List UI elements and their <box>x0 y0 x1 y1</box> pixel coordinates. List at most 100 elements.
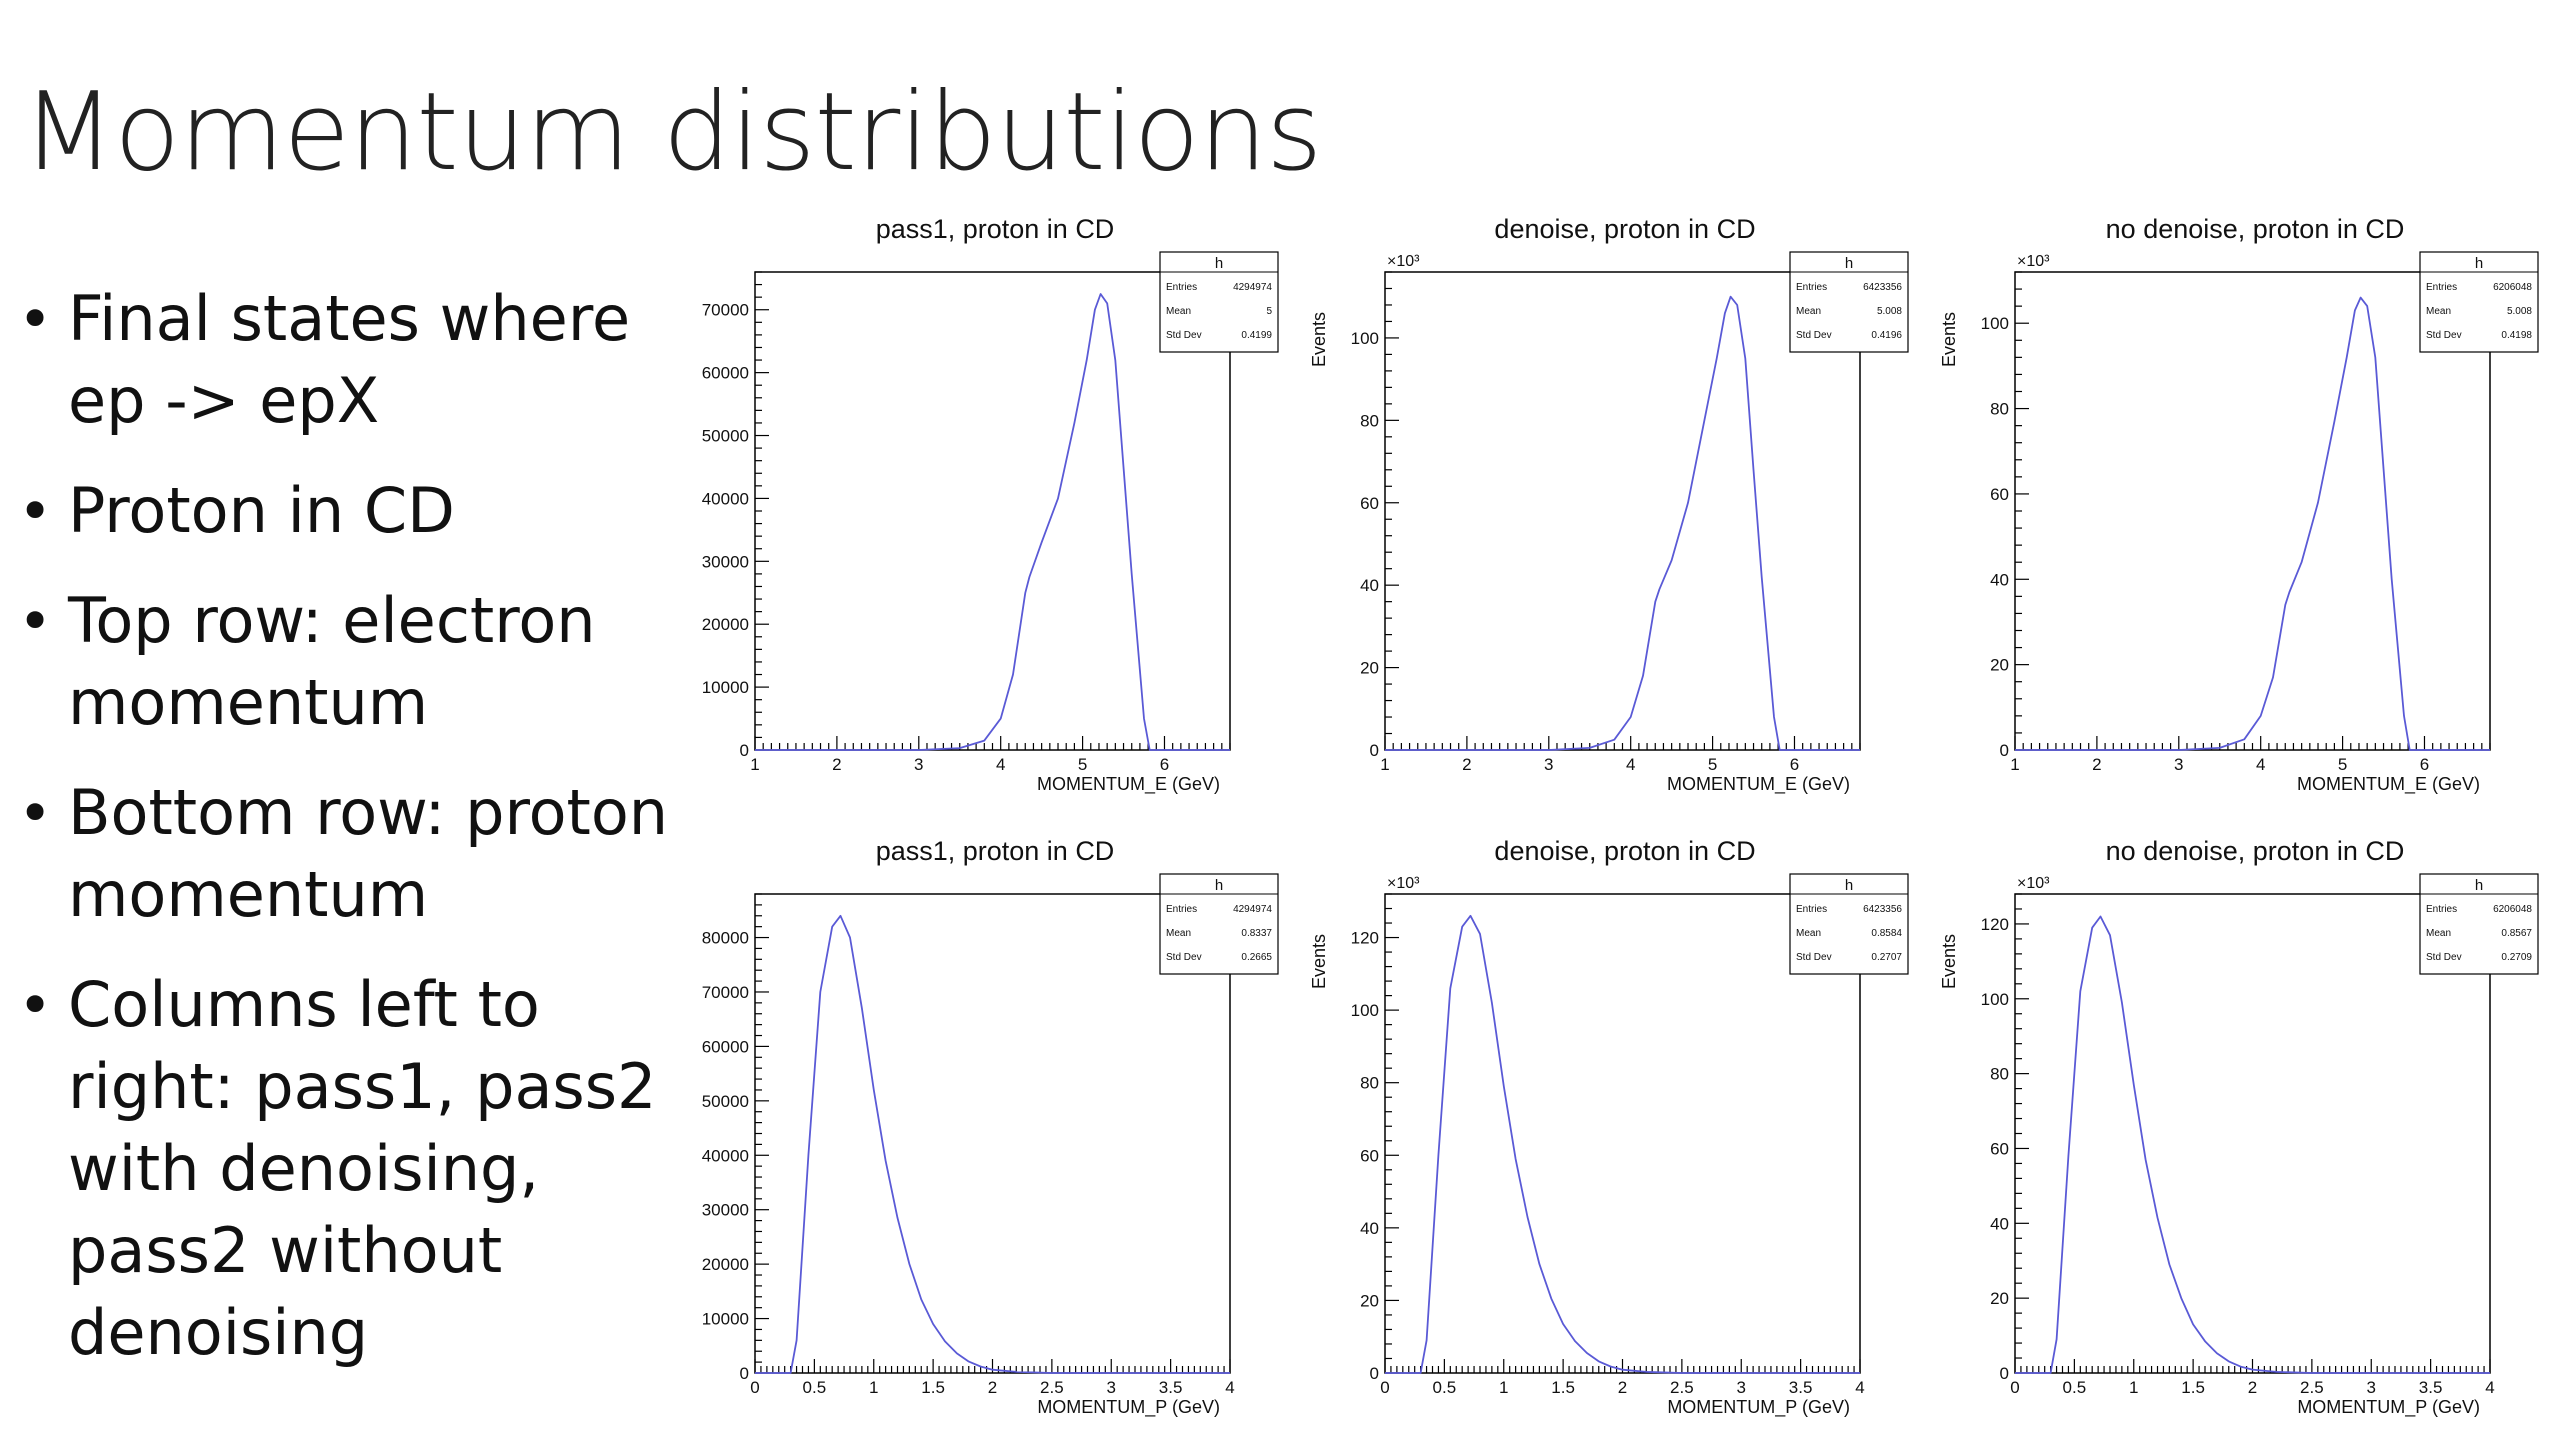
y-tick-label: 100 <box>1351 329 1379 348</box>
x-tick-label: 2 <box>2248 1378 2257 1397</box>
stats-name: h <box>1215 255 1223 272</box>
stats-box <box>1789 873 1909 975</box>
y-tick-label: 80000 <box>702 929 749 948</box>
x-tick-label: 3 <box>2367 1378 2376 1397</box>
x-tick-label: 4 <box>1626 755 1635 774</box>
x-tick-label: 2 <box>832 755 841 774</box>
x-tick-label: 2.5 <box>1040 1378 1064 1397</box>
histogram-curve <box>1385 295 1860 751</box>
y-tick-label: 0 <box>740 741 749 760</box>
y-tick-label: 50000 <box>702 1092 749 1111</box>
x-tick-label: 1 <box>1380 755 1389 774</box>
stats-name: h <box>1215 877 1223 894</box>
y-tick-label: 60 <box>1360 1146 1379 1165</box>
y-tick-label: 40 <box>1990 1214 2009 1233</box>
y-tick-label: 100 <box>1981 990 2009 1009</box>
x-tick-label: 1 <box>1499 1378 1508 1397</box>
x-tick-label: 6 <box>2420 755 2429 774</box>
histogram-curve <box>755 914 1230 1374</box>
y-tick-label: 120 <box>1351 929 1379 948</box>
bullet-list: Final states where ep -> epX Proton in C… <box>18 278 678 1402</box>
y-tick-label: 20 <box>1990 1289 2009 1308</box>
x-tick-label: 3 <box>1107 1378 1116 1397</box>
x-tick-label: 2 <box>988 1378 997 1397</box>
y-tick-label: 40000 <box>702 1146 749 1165</box>
y-tick-label: 20 <box>1360 1291 1379 1310</box>
y-tick-label: 20 <box>1990 656 2009 675</box>
x-tick-label: 0.5 <box>803 1378 827 1397</box>
plot-title: no denoise, proton in CD <box>2105 214 2405 244</box>
x-tick-label: 4 <box>1855 1378 1864 1397</box>
stats-name: h <box>1845 255 1853 272</box>
plot-frame <box>754 271 1231 751</box>
stats-label: Mean <box>2426 928 2451 939</box>
x-tick-label: 0 <box>750 1378 759 1397</box>
stats-value: 0.4196 <box>1871 330 1902 341</box>
x-tick-label: 0.5 <box>1433 1378 1457 1397</box>
stats-label: Mean <box>1796 306 1821 317</box>
x-tick-label: 0 <box>1380 1378 1389 1397</box>
stats-name: h <box>2475 877 2483 894</box>
y-tick-label: 40 <box>1360 576 1379 595</box>
stats-label: Entries <box>1796 282 1827 293</box>
stats-value: 5.008 <box>2507 306 2532 317</box>
x-axis-title: MOMENTUM_E (GeV) <box>2297 774 2480 795</box>
y-tick-label: 80 <box>1360 411 1379 430</box>
y-tick-label: 60 <box>1360 494 1379 513</box>
stats-label: Entries <box>1166 904 1197 915</box>
histogram-curve <box>755 293 1230 751</box>
stats-value: 5 <box>1266 306 1272 317</box>
stats-name: h <box>1845 877 1853 894</box>
x-tick-label: 0.5 <box>2063 1378 2087 1397</box>
y-axis-title: Events <box>1309 934 1329 989</box>
bullet-item: Bottom row: proton momentum <box>18 772 678 936</box>
y-axis-title: Events <box>1939 934 1959 989</box>
y-axis-exponent: ×10³ <box>2017 875 2050 892</box>
y-tick-label: 0 <box>2000 741 2009 760</box>
stats-label: Entries <box>2426 904 2457 915</box>
y-tick-label: 0 <box>1370 1364 1379 1383</box>
plot-frame <box>2014 271 2491 751</box>
y-tick-label: 0 <box>2000 1364 2009 1383</box>
stats-label: Std Dev <box>2426 952 2462 963</box>
stats-box <box>1159 873 1279 975</box>
bullet-item: Top row: electron momentum <box>18 580 678 744</box>
stats-value: 0.2665 <box>1241 952 1272 963</box>
stats-label: Mean <box>1166 928 1191 939</box>
stats-label: Std Dev <box>2426 330 2462 341</box>
bullet-item: Final states where ep -> epX <box>18 278 678 442</box>
x-tick-label: 4 <box>996 755 1005 774</box>
x-tick-label: 2 <box>1462 755 1471 774</box>
plot-title: denoise, proton in CD <box>1494 214 1756 244</box>
x-tick-label: 2 <box>1618 1378 1627 1397</box>
stats-value: 6423356 <box>1863 282 1902 293</box>
y-tick-label: 60 <box>1990 485 2009 504</box>
stats-label: Std Dev <box>1796 952 1832 963</box>
bullet-item: Columns left to right: pass1, pass2 with… <box>18 964 678 1374</box>
x-tick-label: 3.5 <box>1789 1378 1813 1397</box>
stats-value: 6423356 <box>1863 904 1902 915</box>
y-tick-label: 70000 <box>702 301 749 320</box>
stats-value: 4294974 <box>1233 282 1272 293</box>
x-tick-label: 6 <box>1790 755 1799 774</box>
stats-value: 0.8337 <box>1241 928 1272 939</box>
plot-frame <box>1384 271 1861 751</box>
x-tick-label: 3 <box>1544 755 1553 774</box>
y-tick-label: 100 <box>1981 314 2009 333</box>
y-tick-label: 80 <box>1990 1065 2009 1084</box>
x-axis-title: MOMENTUM_P (GeV) <box>1037 1397 1220 1418</box>
plot-title: pass1, proton in CD <box>875 836 1115 866</box>
x-tick-label: 1 <box>2010 755 2019 774</box>
y-tick-label: 20 <box>1360 659 1379 678</box>
stats-box <box>1789 251 1909 353</box>
y-tick-label: 60 <box>1990 1139 2009 1158</box>
slide-title: Momentum distributions <box>22 70 1322 195</box>
y-axis-title: Events <box>1939 312 1959 367</box>
plot-title: no denoise, proton in CD <box>2105 836 2405 866</box>
x-tick-label: 3 <box>914 755 923 774</box>
stats-name: h <box>2475 255 2483 272</box>
x-tick-label: 1 <box>869 1378 878 1397</box>
plot-title: denoise, proton in CD <box>1494 836 1756 866</box>
stats-box <box>2419 873 2539 975</box>
plot-frame <box>1384 893 1861 1374</box>
